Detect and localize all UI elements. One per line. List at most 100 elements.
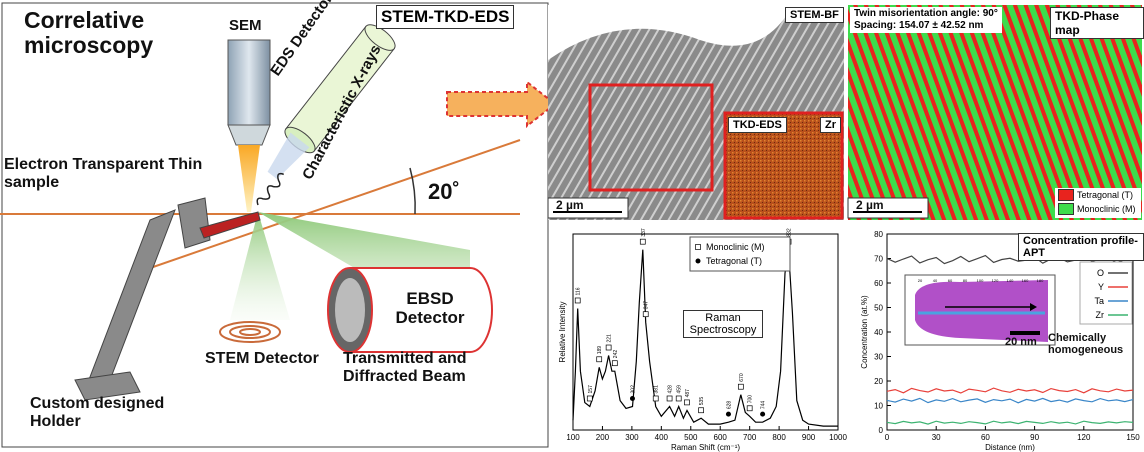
peak-label: 347 (644, 301, 650, 310)
peak-marker (726, 412, 731, 417)
ebsd-label: EBSD Detector (385, 290, 475, 327)
peak-marker (587, 396, 592, 401)
holder-label: Custom designed Holder (30, 395, 210, 430)
beam-label: Transmitted and Diffracted Beam (343, 350, 543, 385)
y-tick-label: 40 (874, 328, 883, 337)
legend-swatch (1058, 189, 1074, 201)
x-tick-label: 90 (1030, 433, 1039, 442)
peak-label: 670 (739, 373, 745, 382)
x-tick-label: 300 (625, 433, 639, 442)
peak-label: 221 (607, 334, 613, 343)
y-axis-label: Concentration (at.%) (860, 295, 869, 369)
peak-label: 487 (685, 389, 691, 398)
peak-label: 744 (761, 401, 767, 410)
peak-label: 535 (699, 397, 705, 406)
tkd-line2: Spacing: 154.07 ± 42.52 nm (854, 20, 998, 32)
peak-label: 242 (613, 350, 619, 359)
peak-marker (676, 396, 681, 401)
scale-label: 2 µm (556, 199, 584, 212)
peak-marker (667, 396, 672, 401)
y-axis-label: Relative Intensity (558, 302, 567, 363)
x-tick-label: 700 (743, 433, 757, 442)
peak-marker (643, 312, 648, 317)
eds-label: TKD-EDS (728, 117, 787, 133)
inset-scale: 20 nm (1005, 336, 1037, 348)
legend-label: Zr (1096, 310, 1105, 320)
x-tick-label: 500 (684, 433, 698, 442)
x-tick-label: 120 (1077, 433, 1091, 442)
canvas: 1002003004005006007008009001000Raman Shi… (0, 0, 1144, 452)
inset-tick-label: 60 (948, 278, 953, 283)
peak-marker (612, 361, 617, 366)
legend-item: Tetragonal (T) (1058, 189, 1136, 201)
legend-marker (696, 259, 701, 264)
peak-marker (640, 239, 645, 244)
peak-label: 832 (787, 228, 793, 237)
legend-label: Ta (1094, 296, 1104, 306)
peak-marker (738, 384, 743, 389)
x-tick-label: 100 (566, 433, 580, 442)
peak-label: 459 (677, 385, 683, 394)
tkd-info: Twin misorientation angle: 90°Spacing: 1… (850, 7, 1002, 33)
peak-label: 381 (654, 385, 660, 394)
legend-marker (696, 245, 701, 250)
y-tick-label: 70 (874, 255, 883, 264)
tkd-label: TKD-Phase map (1050, 7, 1144, 39)
x-tick-label: 150 (1126, 433, 1140, 442)
peak-label: 116 (576, 287, 582, 295)
x-tick-label: 600 (714, 433, 728, 442)
inset-tick-label: 160 (1022, 278, 1029, 283)
y-tick-label: 80 (874, 230, 883, 239)
x-tick-label: 200 (596, 433, 610, 442)
legend-swatch (1058, 203, 1074, 215)
inset-tick-label: 140 (1007, 278, 1014, 283)
y-tick-label: 30 (874, 353, 883, 362)
peak-marker (699, 408, 704, 413)
inset-tick-label: 120 (992, 278, 999, 283)
inset-tick-label: 80 (963, 278, 968, 283)
x-tick-label: 400 (655, 433, 669, 442)
legend-label: Tetragonal (T) (1077, 190, 1133, 200)
legend-label: Y (1098, 282, 1104, 292)
inset-tick-label: 100 (977, 278, 984, 283)
inset-tick-label: 20 (918, 278, 923, 283)
legend-label: O (1097, 268, 1104, 278)
peak-marker (606, 345, 611, 350)
eds-element: Zr (820, 117, 841, 133)
scale-label: 2 µm (856, 199, 884, 212)
sem-label: SEM (229, 18, 262, 35)
peak-marker (747, 406, 752, 411)
peak-marker (684, 400, 689, 405)
peak-marker (597, 357, 602, 362)
stem-detector-label: STEM Detector (205, 350, 319, 368)
y-tick-label: 20 (874, 377, 883, 386)
peak-marker (760, 412, 765, 417)
tkd-legend: Tetragonal (T) Monoclinic (M) (1058, 189, 1136, 217)
inset-tick-label: 180 (1037, 278, 1044, 283)
title: Correlative microscopy (24, 8, 184, 59)
y-tick-label: 60 (874, 279, 883, 288)
legend-label: Tetragonal (T) (706, 256, 762, 266)
y-tick-label: 50 (874, 304, 883, 313)
peak-label: 700 (748, 395, 754, 404)
apt-inset (905, 275, 1055, 345)
peak-label: 189 (597, 346, 603, 355)
x-tick-label: 30 (932, 433, 941, 442)
legend-item: Monoclinic (M) (1058, 203, 1136, 215)
x-tick-label: 800 (772, 433, 786, 442)
peak-label: 337 (641, 228, 647, 237)
peak-label: 157 (588, 385, 594, 394)
x-tick-label: 0 (885, 433, 890, 442)
figure: 1002003004005006007008009001000Raman Shi… (0, 0, 1144, 452)
panel-label: STEM-TKD-EDS (376, 5, 514, 29)
x-axis-label: Distance (nm) (985, 443, 1035, 452)
inset-tick-label: 40 (933, 278, 938, 283)
apt-title: Concentration profile-APT (1018, 233, 1144, 261)
apt-annotation: Chemically homogeneous (1048, 332, 1133, 356)
sem-tip (228, 125, 270, 145)
legend-label: Monoclinic (M) (706, 242, 765, 252)
x-tick-label: 900 (802, 433, 816, 442)
stem-bf-label: STEM-BF (785, 7, 844, 23)
x-tick-label: 60 (981, 433, 990, 442)
x-tick-label: 1000 (829, 433, 847, 442)
